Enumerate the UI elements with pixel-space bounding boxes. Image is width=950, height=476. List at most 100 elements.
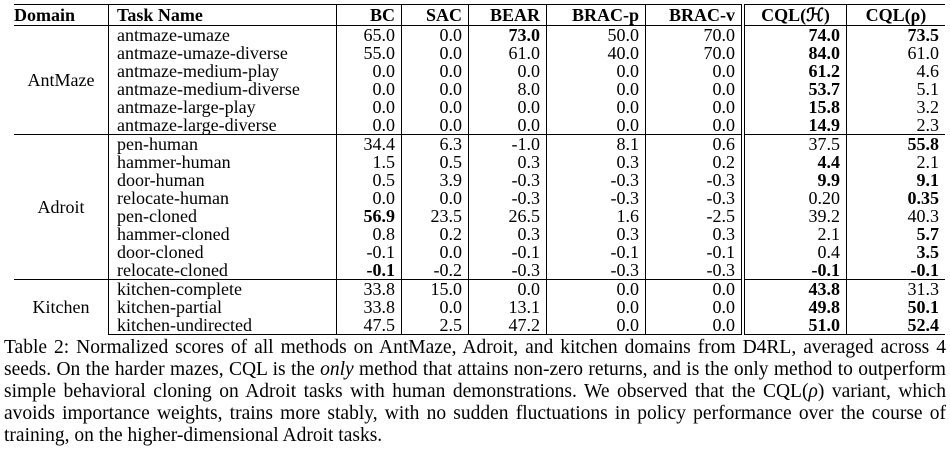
score-cell: 70.0: [645, 44, 745, 62]
task-name-cell: kitchen-partial: [108, 298, 337, 316]
score-cell: 31.3: [846, 279, 945, 298]
score-cell: 0.0: [336, 98, 402, 116]
score-cell: 0.0: [401, 25, 469, 44]
score-cell: 0.0: [546, 62, 646, 80]
score-cell: 1.5: [336, 153, 402, 171]
task-name-cell: relocate-cloned: [108, 261, 337, 280]
score-cell: 47.5: [336, 316, 402, 335]
caption-text-3: ) variant, which avoids importance weigh…: [4, 381, 946, 446]
score-cell: 73.0: [468, 25, 547, 44]
score-cell: 3.9: [401, 171, 469, 189]
score-cell: 55.0: [336, 44, 402, 62]
score-cell: 0.0: [546, 80, 646, 98]
score-cell: -0.3: [468, 189, 547, 207]
score-cell: 2.5: [401, 316, 469, 335]
score-cell: 9.1: [916, 170, 940, 190]
score-cell: 14.9: [743, 116, 847, 135]
domain-cell: AntMaze: [14, 25, 109, 135]
score-cell: 43.8: [743, 279, 847, 298]
score-cell: 40.3: [907, 206, 940, 226]
score-cell: -0.3: [468, 261, 547, 280]
task-name-cell: antmaze-umaze: [108, 25, 337, 44]
score-cell: 0.0: [468, 98, 547, 116]
score-cell: 40.0: [546, 44, 646, 62]
score-cell: 0.20: [743, 189, 847, 207]
score-cell: 0.0: [645, 316, 745, 335]
results-table: Domain Task Name BC SAC BEAR BRAC-p BRAC…: [14, 4, 945, 335]
score-cell: -0.3: [645, 171, 745, 189]
score-cell: -0.3: [645, 189, 745, 207]
score-cell: 0.4: [743, 243, 847, 261]
score-cell: 61.0: [468, 44, 547, 62]
task-name-cell: door-human: [108, 171, 337, 189]
score-cell: 2.1: [916, 152, 940, 172]
table-row: antmaze-large-diverse 0.0 0.0 0.0 0.0 0.0 14.9…: [14, 116, 945, 135]
table-row: relocate-cloned -0.1 -0.2 -0.3 -0.3 -0.3 -0.1-…: [14, 261, 945, 280]
score-cell: 0.5: [401, 153, 469, 171]
score-cell: 0.0: [468, 62, 547, 80]
score-cell: 34.4: [336, 134, 402, 153]
header-brac-v: BRAC-v: [645, 4, 745, 26]
table-row: hammer-cloned 0.8 0.2 0.3 0.3 0.3 2.1 5.7: [14, 225, 945, 243]
table-row: hammer-human 1.5 0.5 0.3 0.3 0.2 4.4 2.1: [14, 153, 945, 171]
score-cell: 0.2: [401, 225, 469, 243]
score-cell: 37.5: [743, 134, 847, 153]
table-caption: Table 2: Normalized scores of all method…: [4, 337, 946, 447]
header-cql-h: CQL(ℋ): [743, 4, 847, 26]
score-cell: -0.2: [401, 261, 469, 280]
score-cell: 2.1: [743, 225, 847, 243]
score-cell: 0.0: [645, 80, 745, 98]
score-cell: 50.0: [546, 25, 646, 44]
score-cell: 0.0: [336, 80, 402, 98]
score-cell: 65.0: [336, 25, 402, 44]
header-bear: BEAR: [468, 4, 547, 26]
score-cell: 74.0: [743, 25, 847, 44]
score-cell: 39.2: [743, 207, 847, 225]
score-cell: 0.2: [645, 153, 745, 171]
task-name-cell: antmaze-large-diverse: [108, 116, 337, 135]
score-cell: -0.3: [546, 261, 646, 280]
header-bc: BC: [336, 4, 402, 26]
task-name-cell: kitchen-complete: [108, 279, 337, 298]
table-row: Adroit pen-human 34.4 6.3 -1.0 8.1 0.6 37.5 55.8: [14, 134, 945, 280]
table-row: antmaze-umaze-diverse 55.0 0.0 61.0 40.0 70.0…: [14, 44, 945, 62]
task-name-cell: door-cloned: [108, 243, 337, 261]
score-cell: 70.0: [645, 25, 745, 44]
header-task-name: Task Name: [108, 4, 337, 26]
task-name-cell: antmaze-medium-diverse: [108, 80, 337, 98]
task-name-cell: pen-human: [108, 134, 337, 153]
score-cell: 23.5: [401, 207, 469, 225]
score-cell: -0.3: [468, 171, 547, 189]
score-cell: -0.3: [546, 171, 646, 189]
table-header-row: Domain Task Name BC SAC BEAR BRAC-p BRAC…: [14, 4, 945, 26]
score-cell: 33.8: [336, 298, 402, 316]
table-figure: Domain Task Name BC SAC BEAR BRAC-p BRAC…: [4, 4, 946, 447]
table-row: pen-cloned 56.9 23.5 26.5 1.6 -2.5 39.2 40.3: [14, 207, 945, 225]
score-cell: 0.0: [401, 62, 469, 80]
score-cell: 15.8: [743, 98, 847, 116]
table-row: relocate-human 0.0 0.0 -0.3 -0.3 -0.3 0.20 0.35: [14, 189, 945, 207]
score-cell: 0.35: [907, 188, 940, 208]
table-row: door-cloned -0.1 0.0 -0.1 -0.1 -0.1 0.4 3.5: [14, 243, 945, 261]
score-cell: 84.0: [743, 44, 847, 62]
score-cell: 0.0: [468, 279, 547, 298]
score-cell: -0.1: [910, 260, 940, 280]
task-name-cell: hammer-cloned: [108, 225, 337, 243]
table-body: AntMaze antmaze-umaze 65.0 0.0 73.0 50.0 70.0 7…: [14, 25, 945, 335]
score-cell: 0.6: [645, 134, 745, 153]
task-name-cell: antmaze-umaze-diverse: [108, 44, 337, 62]
score-cell: 0.0: [645, 98, 745, 116]
task-name-cell: relocate-human: [108, 189, 337, 207]
table-row: antmaze-medium-play 0.0 0.0 0.0 0.0 0.0 61.2 4.…: [14, 62, 945, 80]
score-cell: -0.1: [743, 261, 847, 280]
score-cell: 0.0: [546, 279, 646, 298]
score-cell: 0.0: [546, 316, 646, 335]
score-cell: 0.0: [401, 44, 469, 62]
score-cell: 0.5: [336, 171, 402, 189]
score-cell: 0.0: [645, 298, 745, 316]
header-sac: SAC: [401, 4, 469, 26]
score-cell: 56.9: [336, 207, 402, 225]
score-cell: 0.0: [336, 116, 402, 135]
caption-rho: ρ: [808, 381, 818, 402]
header-cql-rho: CQL(ρ): [846, 4, 945, 26]
